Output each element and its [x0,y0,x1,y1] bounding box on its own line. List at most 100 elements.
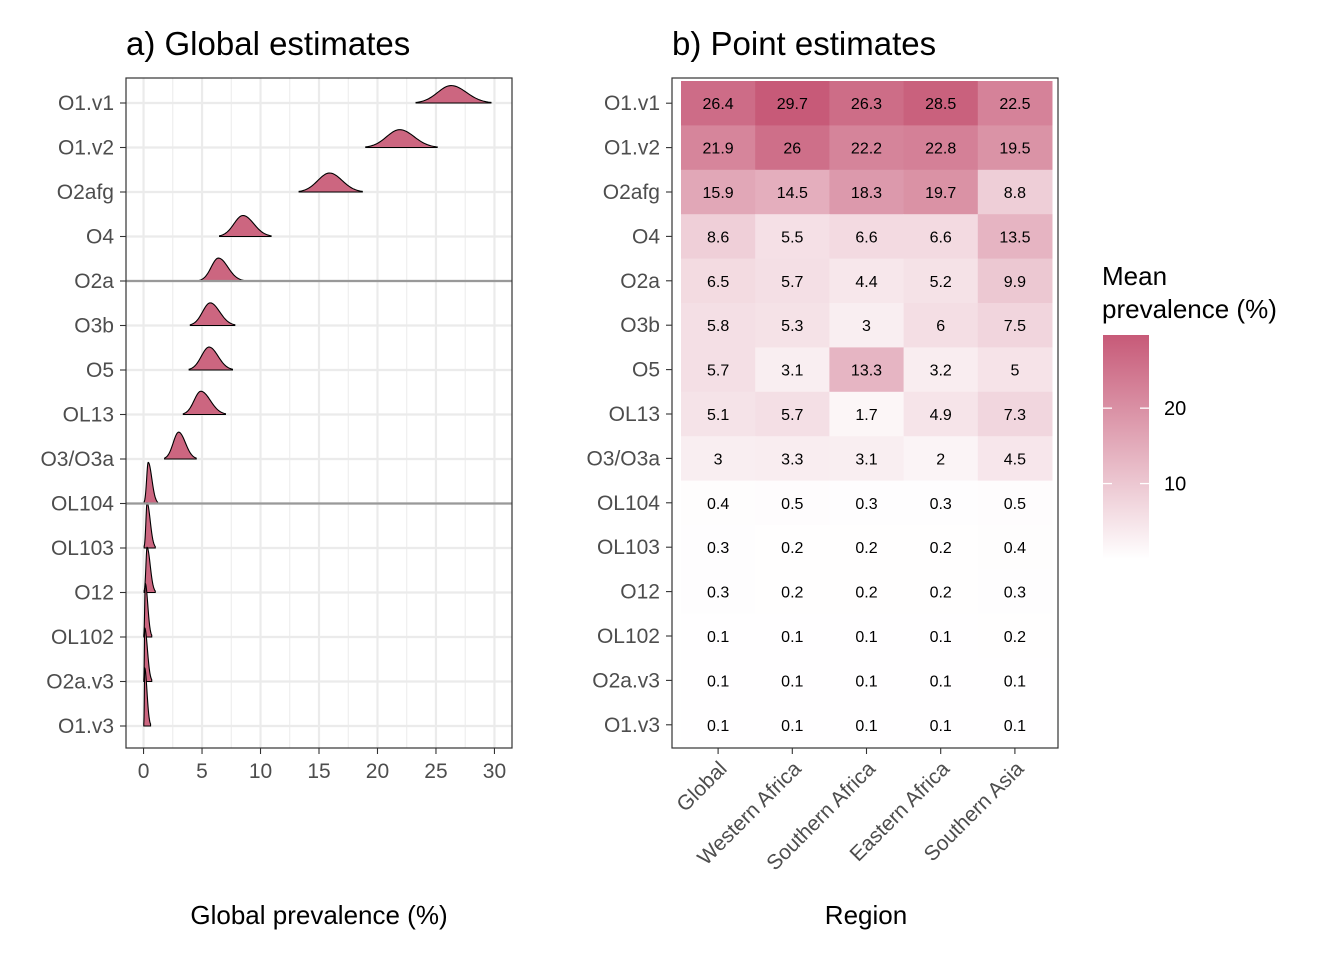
cell-label: 13.5 [999,229,1030,246]
cell-o3b-western-africa [755,303,830,348]
ridge-o3b [189,302,236,327]
cell-o2a-v3-global [681,658,756,704]
cell-label: 0.5 [781,496,803,513]
cell-label: 4.9 [930,407,952,424]
cell-o12-southern-africa [829,569,905,615]
cell-label: 0.1 [1004,673,1026,690]
ridge-ol13 [182,390,226,416]
y-tick-label: O12 [620,581,660,604]
cell-ol103-southern-asia [977,525,1053,570]
cell-label: 5.7 [781,274,803,291]
cell-label: 26.3 [851,96,882,113]
cell-o1-v1-global [681,81,756,126]
cell-o1-v3-global [681,702,756,748]
ridge-o3-o3a [164,431,197,460]
cell-label: 0.1 [707,673,729,690]
panel-b-y-axis: O1.v1 O1.v2 O2afg O4 O2a O3b O5 OL13 O3/O3a OL104… [586,92,672,737]
y-tick-label: OL103 [597,536,660,559]
cell-o1-v2-global [681,125,756,171]
cell-label: 0.2 [930,540,952,557]
panel-b-heatmap: 26.4 29.7 26.3 28.5 22.521.9 26 22.2 22.8 19.515… [681,81,1053,748]
cell-label: 0.4 [1004,540,1026,557]
y-tick-label: OL102 [597,625,660,648]
y-tick-label: O4 [632,225,660,248]
cell-label: 0.5 [1004,496,1026,513]
cell-o5-western-africa [755,347,830,393]
y-tick-label: O2a.v3 [46,671,114,694]
ridge-o2afg [298,172,363,193]
panel-b-title: b) Point estimates [672,25,936,62]
cell-o12-eastern-africa [903,569,979,615]
x-tick-label: 10 [249,760,272,783]
cell-ol102-southern-asia [977,613,1053,659]
ridge-o1-v3 [143,667,152,727]
cell-label: 5.7 [707,363,729,380]
legend-ticks: 10 20 [1103,398,1186,496]
cell-label: 0.1 [707,629,729,646]
cell-label: 6 [936,318,945,335]
y-tick-label: O3b [74,315,114,338]
y-tick-label: OL102 [51,626,114,649]
y-tick-label: OL13 [63,404,114,427]
cell-o3b-southern-asia [977,303,1053,348]
y-tick-label: O1.v3 [604,714,660,737]
cell-label: 5 [1010,363,1019,380]
y-tick-label: O1.v2 [604,137,660,160]
cell-label: 9.9 [1004,274,1026,291]
cell-label: 21.9 [703,141,734,158]
legend: Mean prevalence (%) 10 20 [1102,261,1277,559]
cell-label: 0.1 [930,673,952,690]
x-tick-label: 15 [307,760,330,783]
x-tick-label: 5 [196,760,208,783]
cell-o2a-global [681,258,756,304]
cell-o3b-eastern-africa [903,303,979,348]
cell-ol103-western-africa [755,525,830,570]
x-tick-label: Global [672,757,731,816]
y-tick-label: O2afg [57,181,114,204]
ridge-o1-v2 [365,129,438,149]
cell-label: 3.1 [781,363,803,380]
cell-o4-global [681,214,756,260]
cell-o4-southern-asia [977,214,1053,260]
cell-label: 5.8 [707,318,729,335]
y-tick-label: O3b [620,314,660,337]
cell-o2a-southern-africa [829,258,905,304]
cell-label: 5.1 [707,407,729,424]
cell-label: 0.1 [855,718,877,735]
cell-ol104-global [681,480,756,526]
cell-o12-global [681,569,756,615]
legend-title-line1: Mean [1102,261,1167,291]
cell-ol13-western-africa [755,391,830,437]
cell-label: 0.2 [1004,629,1026,646]
cell-ol103-southern-africa [829,525,905,570]
cell-o3-o3a-southern-africa [829,436,905,482]
cell-o1-v2-southern-asia [977,125,1053,171]
cell-o1-v2-eastern-africa [903,125,979,171]
cell-o4-western-africa [755,214,830,260]
y-tick-label: OL13 [609,403,660,426]
cell-o1-v3-eastern-africa [903,702,979,748]
cell-o2a-v3-western-africa [755,658,830,704]
x-tick-label: 20 [366,760,389,783]
cell-o2a-western-africa [755,258,830,304]
cell-label: 19.7 [925,185,956,202]
y-tick-label: O2a [620,270,660,293]
cell-label: 18.3 [851,185,882,202]
x-tick-label: 0 [138,760,150,783]
cell-o12-southern-asia [977,569,1053,615]
cell-ol104-eastern-africa [903,480,979,526]
panel-a: a) Global estimates O1.v1 O1.v2 O2afg O4 O2a… [40,25,513,930]
cell-o3b-global [681,303,756,348]
cell-o1-v1-eastern-africa [903,81,979,126]
cell-label: 22.5 [999,96,1030,113]
cell-label: 0.2 [855,540,877,557]
panel-b-x-title: Region [825,900,907,930]
cell-label: 0.1 [781,718,803,735]
cell-o2a-v3-southern-africa [829,658,905,704]
ridge-o5 [188,346,233,371]
ridge-o4 [219,214,272,238]
cell-label: 0.1 [930,718,952,735]
cell-label: 0.1 [930,629,952,646]
cell-o1-v3-southern-africa [829,702,905,748]
cell-label: 4.4 [855,274,877,291]
